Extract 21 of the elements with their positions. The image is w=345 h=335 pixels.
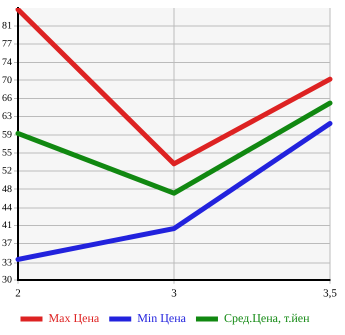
y-tick-label: 59 [2, 130, 12, 141]
y-tick-label: 48 [2, 184, 12, 195]
y-tick-label: 33 [2, 258, 12, 268]
y-tick-label: 44 [2, 202, 12, 214]
y-tick-label: 74 [2, 56, 12, 68]
y-tick-label: 81 [2, 20, 12, 32]
y-tick-label: 30 [2, 274, 12, 286]
y-tick-label: 41 [2, 220, 12, 232]
y-tick-label: 70 [2, 74, 12, 86]
y-tick-label: 55 [2, 147, 12, 158]
y-tick-label: 63 [2, 111, 12, 122]
x-tick-label: 2 [15, 287, 21, 300]
y-tick-label: 77 [2, 38, 12, 50]
legend-label: Min Цена [137, 311, 187, 326]
y-tick-label: 66 [2, 93, 12, 104]
y-tick-label: 52 [2, 165, 12, 176]
x-tick-label: 3 [171, 287, 178, 300]
legend-label: Сред.Цена, т.йен [224, 311, 310, 326]
y-tick-label: 37 [2, 238, 12, 250]
x-tick-label: 3,5 [323, 287, 338, 300]
legend-label: Max Цена [48, 311, 100, 326]
